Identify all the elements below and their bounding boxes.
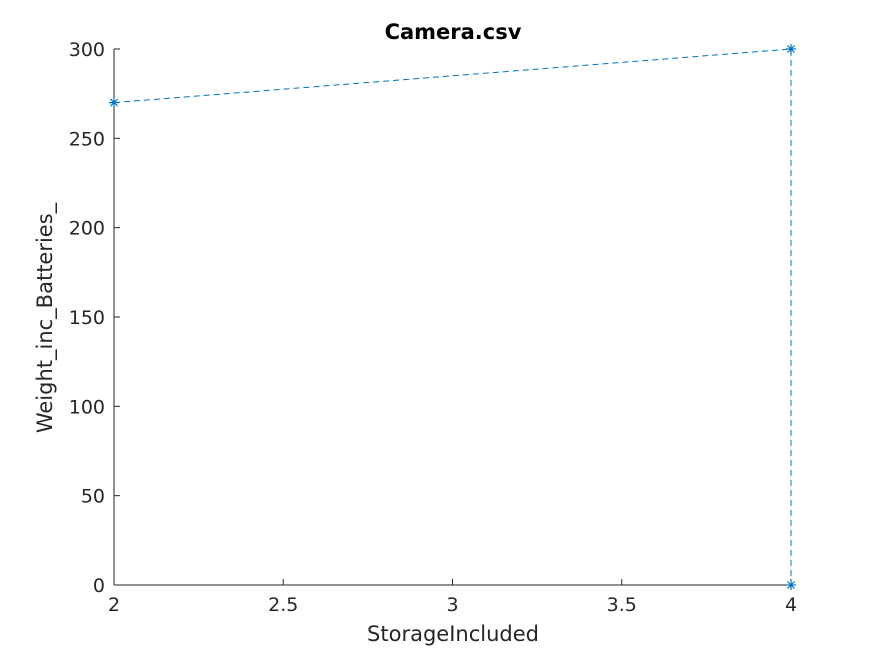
data-point-marker: [109, 97, 119, 108]
y-tick-label: 200: [69, 218, 105, 240]
y-tick-label: 100: [69, 396, 105, 418]
chart-title: Camera.csv: [385, 20, 522, 44]
x-tick-label: 4: [785, 594, 797, 616]
y-axis-label: Weight_inc_Batteries_: [33, 202, 58, 433]
series-layer: [109, 44, 796, 590]
y-tick-label: 50: [81, 486, 105, 508]
x-tick-label: 3: [446, 594, 458, 616]
y-tick-label: 300: [69, 39, 105, 61]
axes: 2 2.5 3 3.5 4 0 50 100 150 200 250 300: [69, 39, 797, 616]
x-tick-label: 2: [108, 594, 120, 616]
data-point-marker: [786, 44, 796, 54]
series-line: [113, 48, 792, 585]
y-tick-label: 250: [69, 128, 105, 150]
x-axis-label: StorageIncluded: [367, 622, 539, 646]
data-point-marker: [786, 580, 796, 590]
y-tick-label: 0: [93, 575, 105, 597]
x-tick-label: 3.5: [607, 594, 637, 616]
y-tick-label: 150: [69, 307, 105, 329]
x-tick-label: 2.5: [268, 594, 298, 616]
